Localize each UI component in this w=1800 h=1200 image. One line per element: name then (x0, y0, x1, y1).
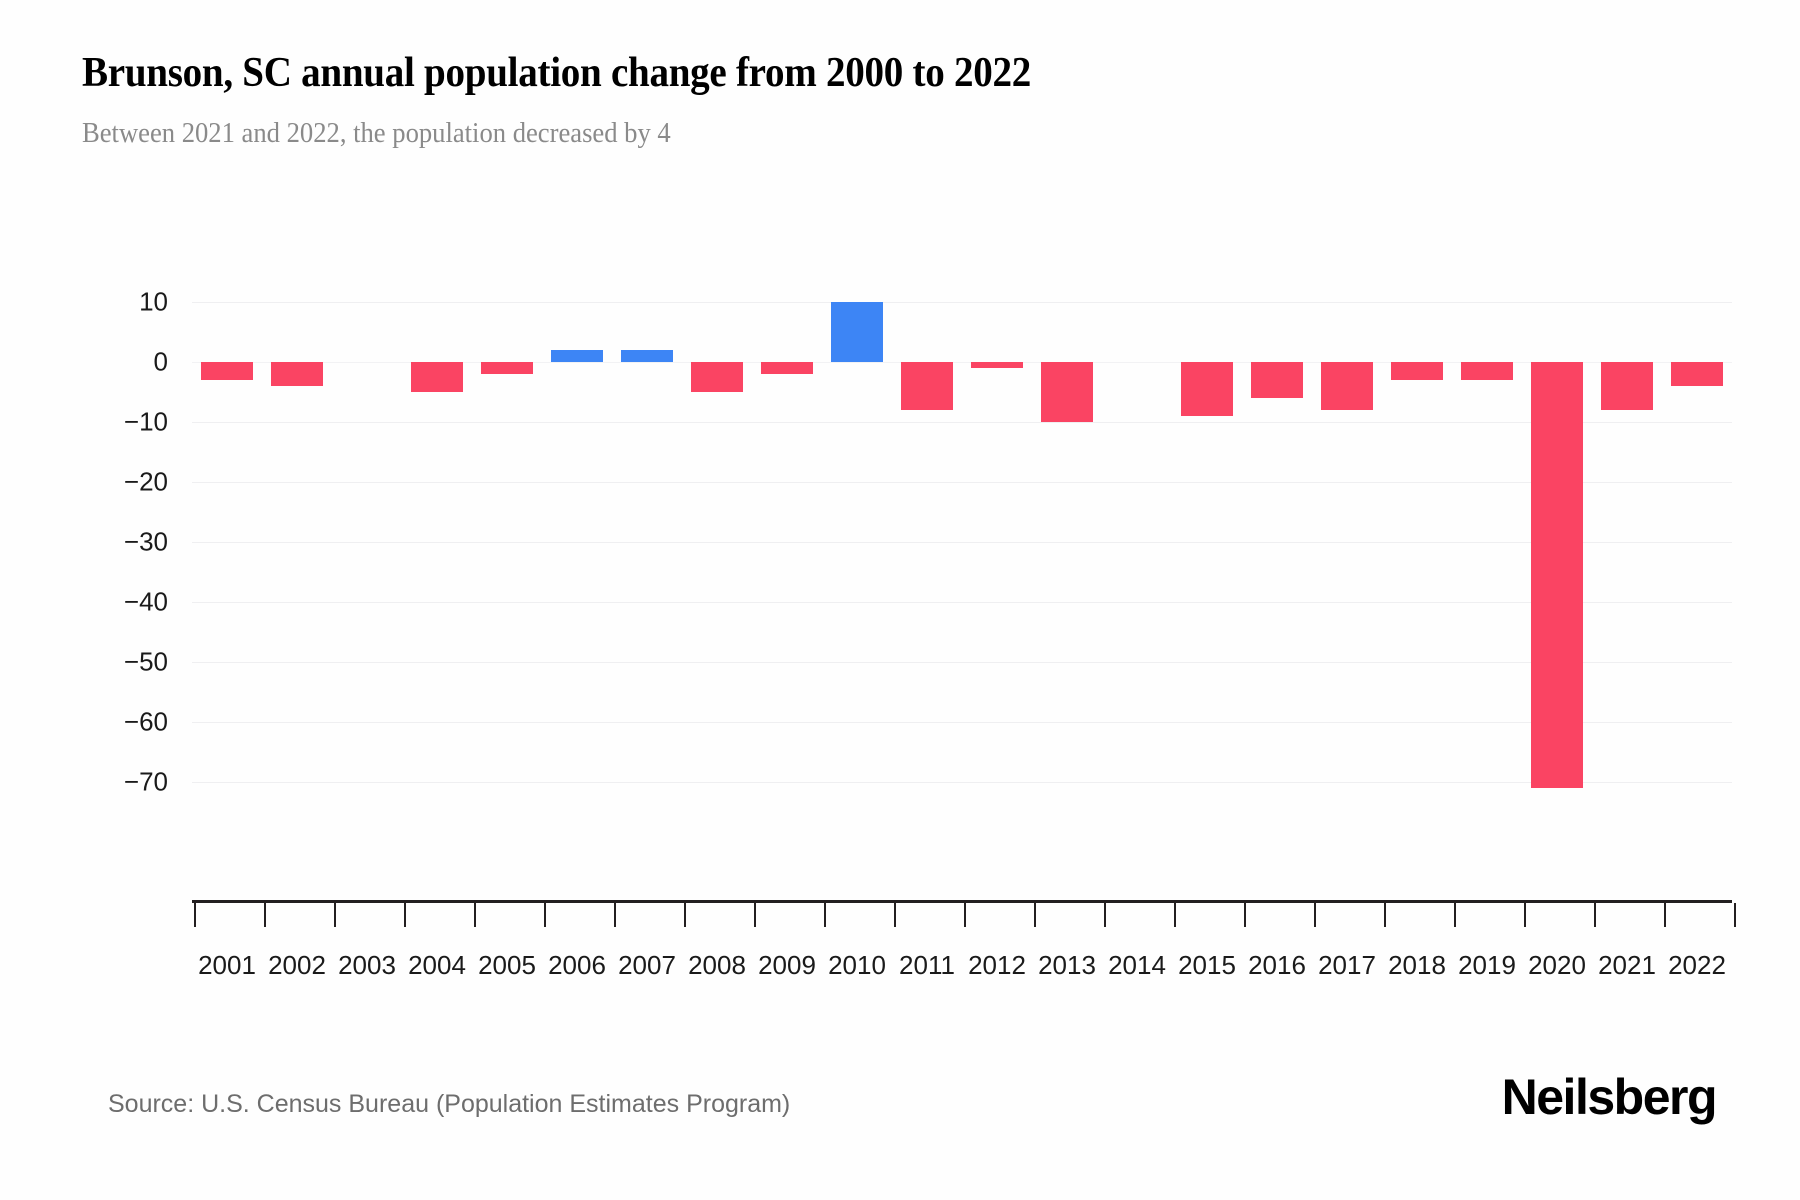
x-axis-line (192, 900, 1732, 903)
x-axis-tick-label-2012: 2012 (968, 950, 1026, 980)
x-axis-tick (334, 903, 336, 927)
gridline (192, 482, 1732, 483)
bar-2009[interactable] (761, 362, 813, 374)
bar-2005[interactable] (481, 362, 533, 374)
chart-subtitle: Between 2021 and 2022, the population de… (82, 118, 671, 149)
x-axis-tick-label-2021: 2021 (1598, 950, 1656, 980)
bar-2001[interactable] (201, 362, 253, 380)
x-axis-tick-label-2007: 2007 (618, 950, 676, 980)
x-axis-tick (1734, 903, 1736, 927)
gridline (192, 542, 1732, 543)
gridline (192, 422, 1732, 423)
x-axis-tick-label-2013: 2013 (1038, 950, 1096, 980)
bar-2011[interactable] (901, 362, 953, 410)
x-axis-tick (1104, 903, 1106, 927)
bar-2012[interactable] (971, 362, 1023, 368)
y-axis-tick-label: −30 (123, 526, 168, 557)
x-axis-tick-label-2004: 2004 (408, 950, 466, 980)
bar-2007[interactable] (621, 350, 673, 362)
x-axis-tick (614, 903, 616, 927)
bar-2017[interactable] (1321, 362, 1373, 410)
x-axis-tick-label-2005: 2005 (478, 950, 536, 980)
y-axis-tick-label: −60 (123, 706, 168, 737)
x-axis-tick (754, 903, 756, 927)
bar-2018[interactable] (1391, 362, 1443, 380)
bar-2021[interactable] (1601, 362, 1653, 410)
x-axis-tick (404, 903, 406, 927)
x-axis-tick (194, 903, 196, 927)
gridline (192, 362, 1732, 363)
bar-2002[interactable] (271, 362, 323, 386)
page-title: Brunson, SC annual population change fro… (82, 50, 1031, 96)
x-axis-tick-label-2006: 2006 (548, 950, 606, 980)
source-note: Source: U.S. Census Bureau (Population E… (108, 1090, 791, 1118)
gridline (192, 302, 1732, 303)
y-axis-tick-label: −10 (123, 406, 168, 437)
x-axis-tick-label-2018: 2018 (1388, 950, 1446, 980)
bar-2020[interactable] (1531, 362, 1583, 788)
x-axis-tick-label-2019: 2019 (1458, 950, 1516, 980)
x-axis-tick (964, 903, 966, 927)
x-axis-tick (264, 903, 266, 927)
chart-header: Brunson, SC annual population change fro… (82, 48, 1702, 152)
x-axis-tick (1664, 903, 1666, 927)
y-axis-tick-label: 0 (153, 346, 168, 377)
x-axis-tick (684, 903, 686, 927)
x-axis-tick (824, 903, 826, 927)
gridline (192, 602, 1732, 603)
x-axis-tick-label-2008: 2008 (688, 950, 746, 980)
x-axis-tick (474, 903, 476, 927)
x-axis-tick-label-2002: 2002 (268, 950, 326, 980)
x-axis-tick (1594, 903, 1596, 927)
y-axis-tick-label: 10 (139, 286, 168, 317)
x-axis-tick (544, 903, 546, 927)
bar-2004[interactable] (411, 362, 463, 392)
x-axis-tick-label-2003: 2003 (338, 950, 396, 980)
x-axis-tick (1174, 903, 1176, 927)
y-axis-tick-label: −50 (123, 646, 168, 677)
bar-2016[interactable] (1251, 362, 1303, 398)
x-axis-tick-label-2010: 2010 (828, 950, 886, 980)
bar-2010[interactable] (831, 302, 883, 362)
x-axis-tick (1244, 903, 1246, 927)
gridline (192, 782, 1732, 783)
x-axis-tick-label-2020: 2020 (1528, 950, 1586, 980)
bar-2015[interactable] (1181, 362, 1233, 416)
x-axis-tick (1524, 903, 1526, 927)
x-axis-tick (894, 903, 896, 927)
bar-2006[interactable] (551, 350, 603, 362)
x-axis-tick-label-2014: 2014 (1108, 950, 1166, 980)
x-axis-tick-label-2001: 2001 (198, 950, 256, 980)
gridline (192, 662, 1732, 663)
y-axis-tick-label: −40 (123, 586, 168, 617)
brand-logo: Neilsberg (1501, 1069, 1718, 1125)
gridline (192, 722, 1732, 723)
x-axis-tick (1314, 903, 1316, 927)
y-axis-tick-label: −20 (123, 466, 168, 497)
x-axis-tick-label-2016: 2016 (1248, 950, 1306, 980)
bar-2019[interactable] (1461, 362, 1513, 380)
bar-2013[interactable] (1041, 362, 1093, 422)
x-axis-tick (1384, 903, 1386, 927)
bar-2022[interactable] (1671, 362, 1723, 386)
x-axis-tick (1034, 903, 1036, 927)
bar-2008[interactable] (691, 362, 743, 392)
x-axis-tick-label-2009: 2009 (758, 950, 816, 980)
x-axis-tick-label-2017: 2017 (1318, 950, 1376, 980)
x-axis-tick-label-2011: 2011 (899, 950, 955, 980)
x-axis-tick-label-2022: 2022 (1668, 950, 1726, 980)
x-axis-tick (1454, 903, 1456, 927)
x-axis-tick-label-2015: 2015 (1178, 950, 1236, 980)
y-axis-tick-label: −70 (123, 766, 168, 797)
